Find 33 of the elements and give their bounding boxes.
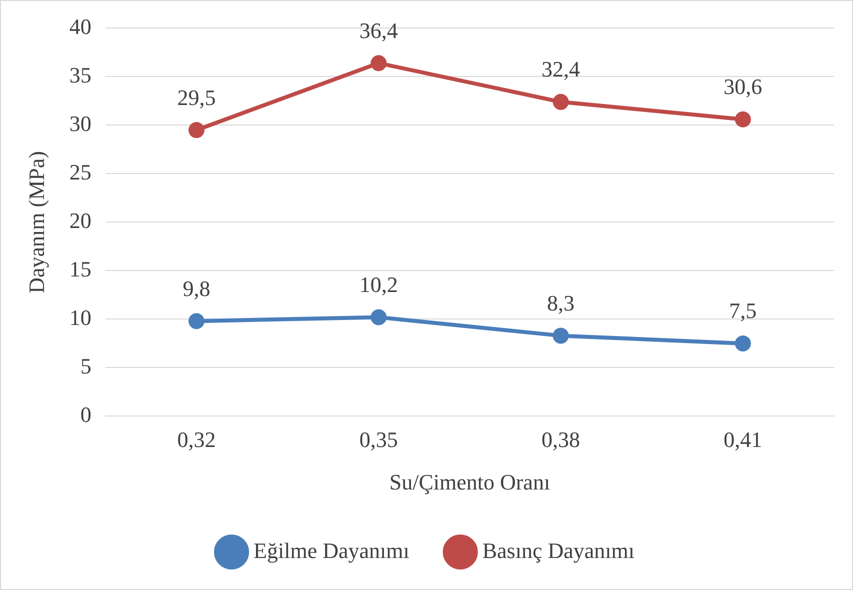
data-label: 8,3	[547, 290, 575, 316]
y-tick-label: 20	[69, 208, 92, 233]
data-label: 10,2	[359, 272, 398, 298]
point	[734, 335, 751, 352]
point	[370, 309, 387, 326]
data-label: 7,5	[729, 298, 757, 324]
x-tick-label: 0,38	[542, 427, 580, 452]
point	[370, 55, 387, 72]
legend-label: Eğilme Dayanımı	[254, 538, 410, 563]
point	[188, 313, 204, 330]
x-axis-title: Su/Çimento Oranı	[389, 470, 550, 495]
x-tick-label: 0,41	[724, 427, 762, 452]
data-label: 32,4	[542, 56, 580, 82]
y-tick-label: 10	[69, 304, 92, 330]
legend-label: Basınç Dayanımı	[482, 538, 634, 563]
data-label: 36,4	[359, 18, 398, 43]
y-tick-label: 40	[69, 14, 92, 39]
data-label: 30,6	[724, 74, 762, 100]
x-tick-label: 0,35	[359, 427, 398, 452]
point	[552, 328, 569, 344]
point	[188, 122, 204, 138]
x-tick-label: 0,32	[177, 427, 216, 452]
y-tick-label: 25	[69, 159, 92, 184]
y-tick-label: 5	[80, 353, 92, 378]
y-tick-label: 15	[69, 256, 92, 282]
y-tick-label: 30	[69, 110, 92, 136]
point	[734, 111, 751, 128]
y-axis-title: Dayanım (MPa)	[24, 151, 49, 294]
y-tick-label: 0	[80, 402, 92, 427]
y-tick-label: 35	[69, 62, 92, 88]
point	[552, 94, 569, 110]
data-label: 29,5	[177, 84, 216, 110]
data-label: 9,8	[182, 276, 210, 301]
